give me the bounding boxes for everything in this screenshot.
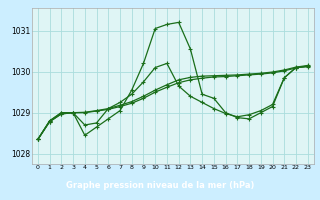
Text: Graphe pression niveau de la mer (hPa): Graphe pression niveau de la mer (hPa) <box>66 181 254 190</box>
